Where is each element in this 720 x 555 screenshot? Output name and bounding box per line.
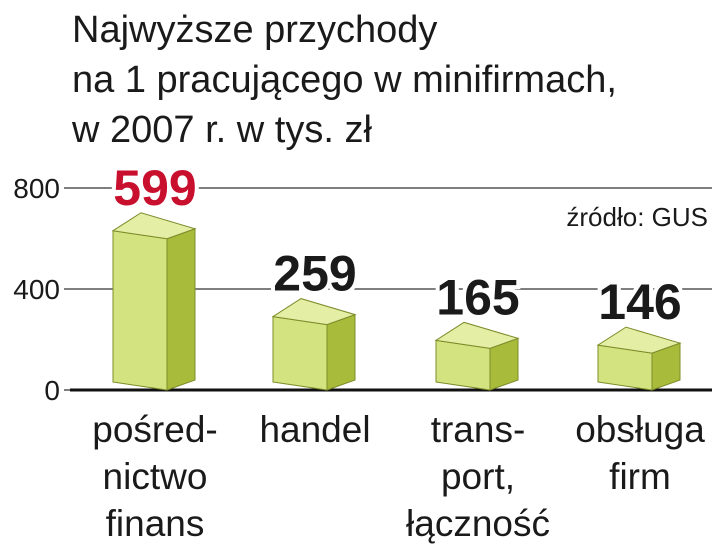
x-tick-label: port, xyxy=(441,456,515,497)
source-note: źródło: GUS xyxy=(566,202,708,232)
chart-title: Najwyższe przychody xyxy=(72,9,437,51)
grid: 0 400 800 xyxy=(13,173,712,406)
bar-left-face xyxy=(272,316,328,391)
bar-top-face xyxy=(111,212,197,240)
bars: 599 pośred-nictwo finans 259 handel 165 trans-… xyxy=(92,156,705,544)
y-tick-label: 0 xyxy=(44,375,60,406)
x-tick-label: obsługa xyxy=(575,409,705,450)
chart-title: na 1 pracującego w minifirmach, xyxy=(72,59,617,101)
value-label: 146 xyxy=(598,274,681,330)
chart-title: w 2007 r. w tys. zł xyxy=(71,109,372,151)
bar-top-face xyxy=(271,298,357,326)
y-tick-label: 800 xyxy=(13,173,60,204)
x-tick-label: łączność xyxy=(406,503,550,544)
bar-top-face xyxy=(596,326,682,354)
x-tick-label: nictwo xyxy=(103,456,208,497)
x-tick-label: pośred- xyxy=(92,409,217,450)
y-tick-label: 400 xyxy=(13,274,60,305)
bar-top-face xyxy=(434,321,520,349)
x-tick-label: finans xyxy=(106,503,205,544)
bar-right-face xyxy=(166,228,196,391)
value-label: 599 xyxy=(113,160,196,216)
x-tick-label: firm xyxy=(609,456,671,497)
bar-left-face xyxy=(435,339,491,391)
value-label: 259 xyxy=(273,246,356,302)
x-tick-label: trans- xyxy=(431,409,526,450)
bar-left-face xyxy=(112,230,168,391)
value-label: 165 xyxy=(436,269,519,325)
x-tick-label: handel xyxy=(259,409,370,450)
bar-right-face xyxy=(326,313,356,391)
